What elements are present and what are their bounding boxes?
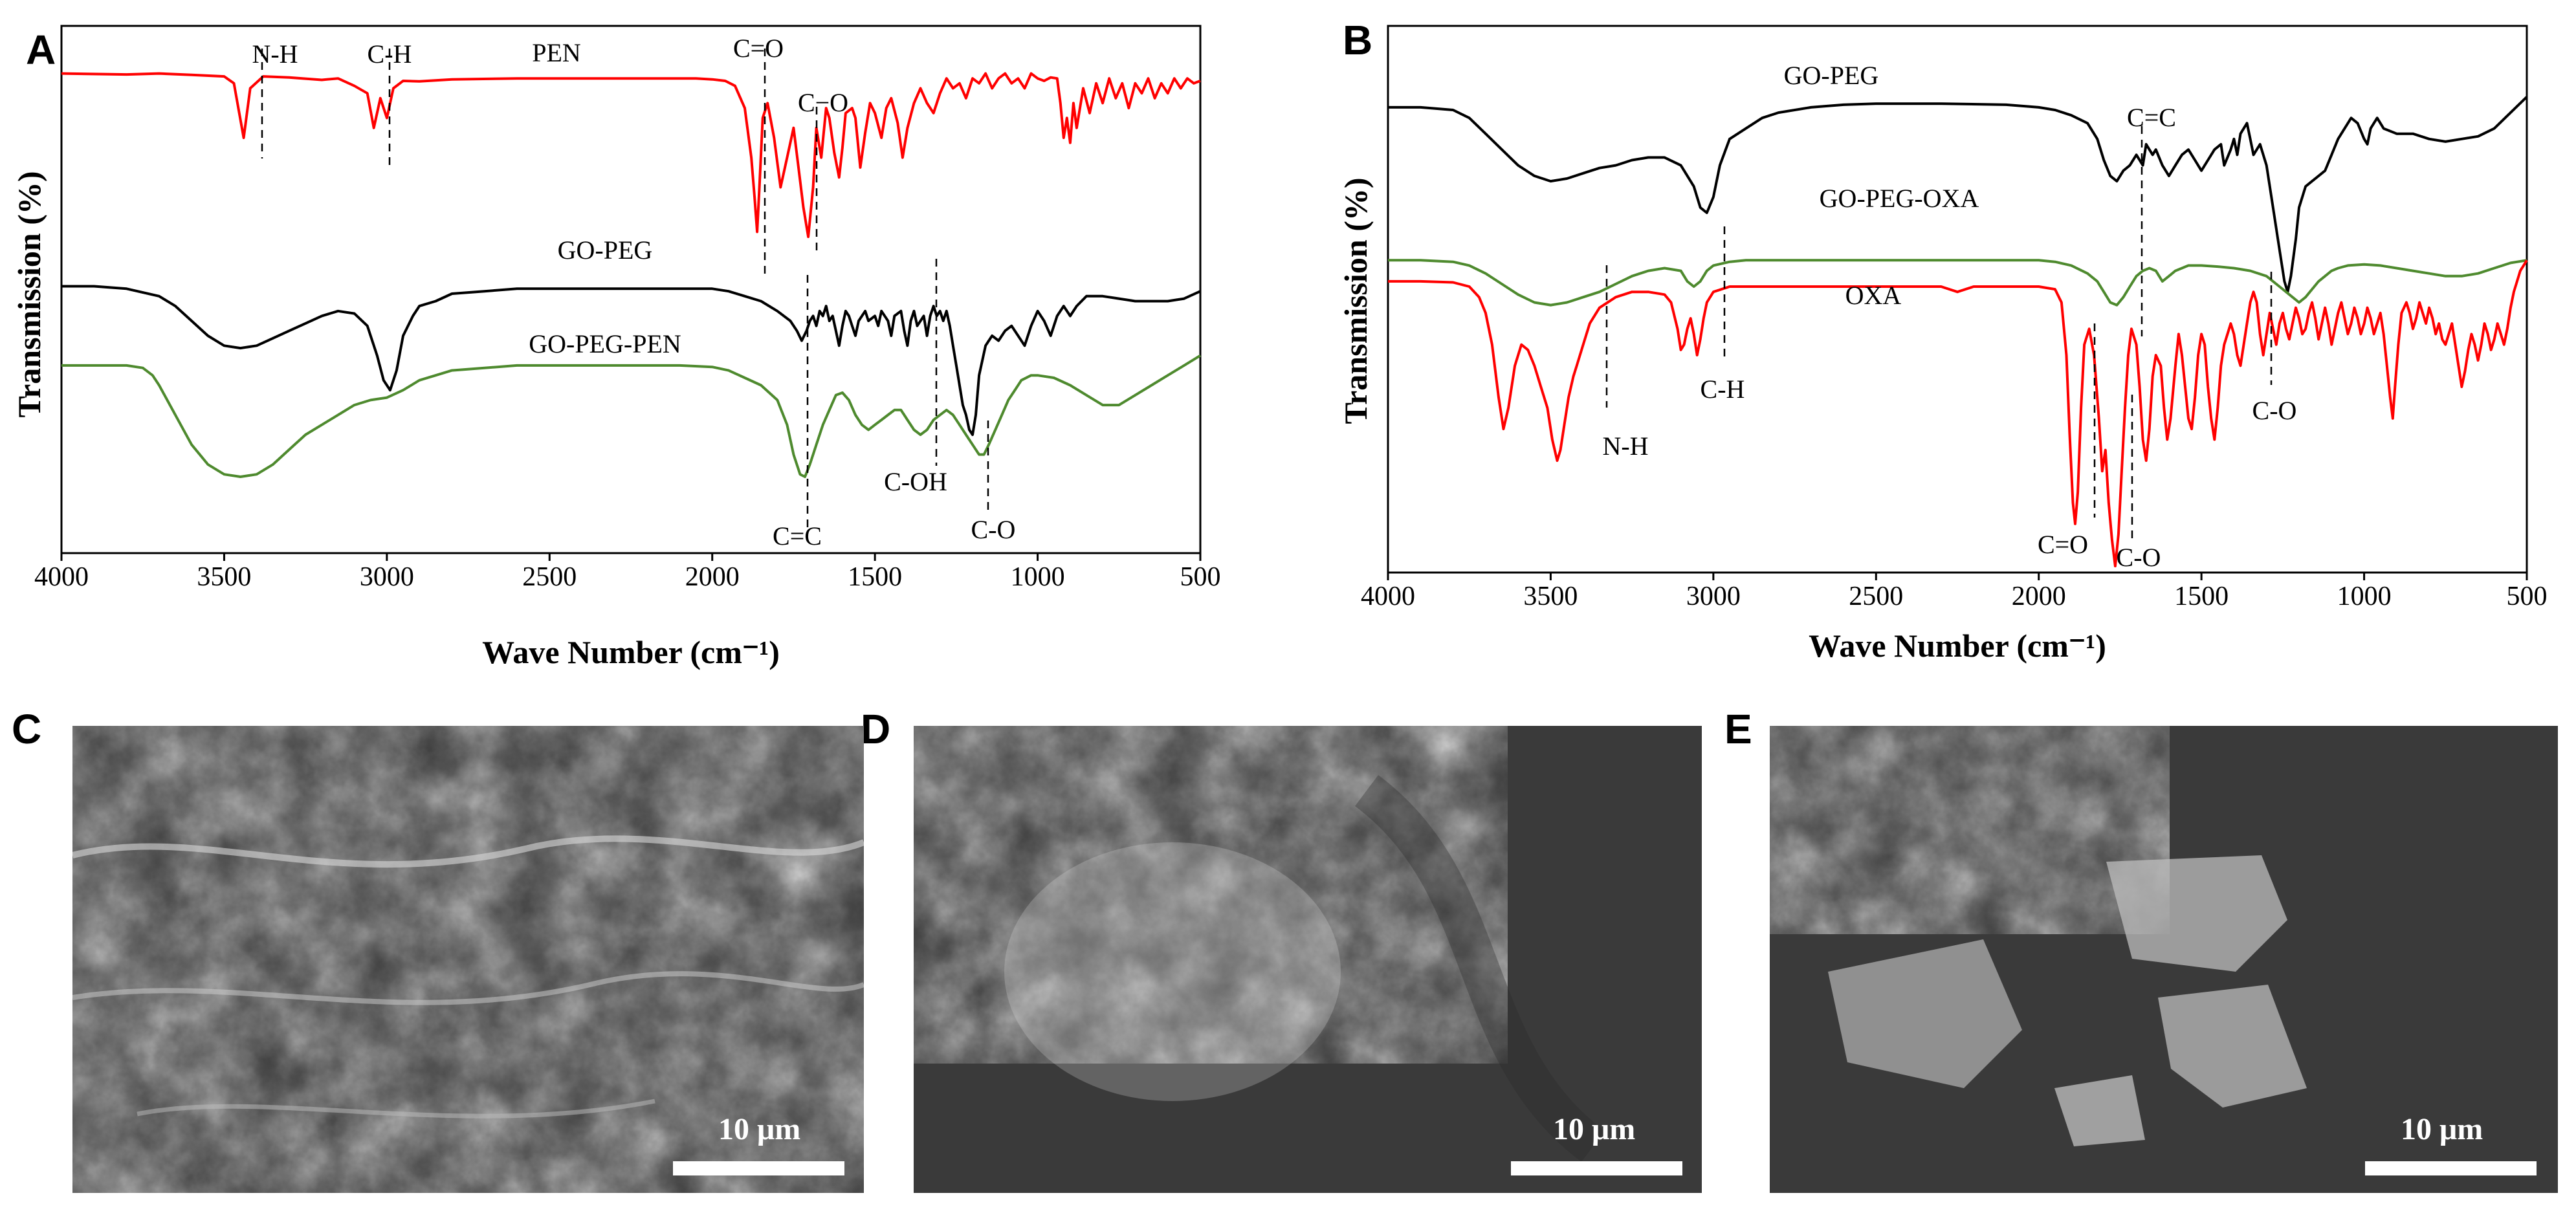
sem-texture-e	[1770, 726, 2307, 1146]
x-tick-label-3500-a: 3500	[197, 562, 251, 592]
scale-label-d: 10 μm	[1553, 1112, 1636, 1146]
annotation-go-peg-b: GO-PEG	[1784, 61, 1879, 90]
x-tick-label-3000-b: 3000	[1686, 582, 1741, 611]
annotation-ch-a: C-H	[368, 39, 412, 69]
x-tick-label-500-b: 500	[2507, 582, 2548, 611]
x-tick-label-4000-a: 4000	[34, 562, 89, 592]
x-tick-label-2500-a: 2500	[522, 562, 577, 592]
annotation-coh-a: C-OH	[884, 467, 947, 496]
scale-bar-d	[1511, 1161, 1682, 1175]
annotation-cc-a: C=C	[773, 521, 822, 551]
annotation-co-right-b: C-O	[2252, 396, 2297, 425]
y-axis-label-b: Transmission (%)	[1338, 177, 1374, 424]
panel-letter-c: C	[12, 706, 42, 752]
x-axis-label-a: Wave Number (cm⁻¹)	[482, 634, 780, 670]
series-line-go-peg-a	[61, 285, 1201, 436]
ftir-chart-b: 4000 3500 3000 2500 2000 1500 1000 500 GO-PEG C…	[1338, 25, 2548, 664]
x-tick-label-1500-b: 1500	[2174, 582, 2229, 611]
series-line-oxa-b	[1388, 259, 2528, 567]
annotation-co-a: C-O	[971, 515, 1016, 544]
sem-image-d	[914, 726, 1702, 1193]
sem-image-c	[72, 726, 864, 1193]
x-ticks-a: 4000 3500 3000 2500 2000 1500 1000 500	[34, 553, 1221, 592]
scale-bar-c	[673, 1161, 844, 1175]
scale-label-e: 10 μm	[2401, 1112, 2483, 1146]
plot-frame-b	[1387, 25, 2528, 574]
panel-letter-e: E	[1724, 706, 1752, 752]
x-tick-label-1500-a: 1500	[848, 562, 902, 592]
annotation-co-single-a: C−O	[798, 88, 848, 117]
y-axis-label-a: Transmission (%)	[11, 171, 47, 417]
series-line-pen-a	[61, 72, 1201, 238]
annotation-nh-b: N-H	[1602, 432, 1648, 461]
annotation-go-peg-pen: GO-PEG-PEN	[529, 329, 681, 358]
panel-letter-d: D	[861, 706, 891, 752]
scale-label-c: 10 μm	[718, 1112, 801, 1146]
sem-image-e	[1770, 726, 2558, 1193]
panel-letter-b: B	[1343, 17, 1373, 63]
annotation-co-double-a: C=O	[733, 34, 784, 63]
x-tick-label-2000-a: 2000	[685, 562, 740, 592]
x-tick-label-2000-b: 2000	[2012, 582, 2066, 611]
x-tick-label-2500-b: 2500	[1849, 582, 1903, 611]
ftir-chart-a: 4000 3500 3000 2500 2000 1500 1000 500 PEN N-H …	[11, 25, 1221, 670]
annotation-go-peg-a: GO-PEG	[558, 235, 653, 265]
annotation-pen: PEN	[532, 38, 581, 67]
scale-bar-e	[2365, 1161, 2537, 1175]
plot-frame-a	[60, 25, 1202, 554]
sem-texture-d	[914, 726, 1605, 1162]
annotation-cc-b: C=C	[2127, 103, 2176, 132]
annotation-nh-a: N-H	[252, 39, 298, 69]
series-line-go-peg-b	[1388, 96, 2528, 294]
x-tick-label-3000-a: 3000	[360, 562, 414, 592]
sem-texture-c	[72, 726, 864, 1193]
x-ticks-b: 4000 3500 3000 2500 2000 1500 1000 500	[1361, 573, 2548, 611]
x-tick-label-3500-b: 3500	[1523, 582, 1578, 611]
peak-markers-b	[1605, 126, 2273, 540]
series-line-go-peg-pen-a	[61, 354, 1202, 478]
peak-markers-a	[261, 49, 989, 527]
annotation-co-lower-b: C-O	[2117, 543, 2161, 572]
x-tick-label-4000-b: 4000	[1361, 582, 1415, 611]
x-axis-label-b: Wave Number (cm⁻¹)	[1809, 628, 2106, 664]
annotation-ch-b: C-H	[1701, 375, 1745, 404]
series-line-go-peg-oxa-b	[1388, 259, 2527, 307]
annotation-oxa: OXA	[1845, 281, 1902, 310]
annotation-go-peg-oxa: GO-PEG-OXA	[1820, 184, 1979, 213]
x-tick-label-1000-a: 1000	[1011, 562, 1065, 592]
x-tick-label-500-a: 500	[1180, 562, 1221, 592]
annotation-co-double-b: C=O	[2038, 530, 2088, 559]
panel-letter-a: A	[26, 27, 56, 73]
x-tick-label-1000-b: 1000	[2337, 582, 2392, 611]
